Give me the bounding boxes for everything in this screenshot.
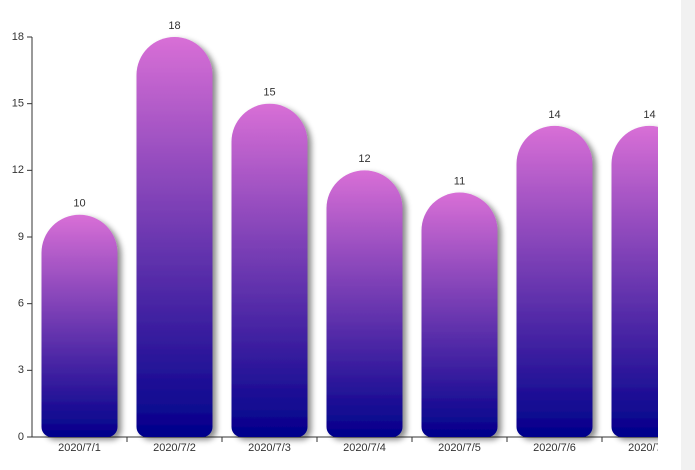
- y-tick-label: 3: [18, 364, 24, 376]
- x-tick-label: 2020/7/3: [248, 442, 291, 454]
- value-label: 12: [358, 153, 370, 165]
- bar: [136, 37, 213, 437]
- y-tick-label: 18: [12, 31, 24, 43]
- value-label: 11: [454, 175, 465, 187]
- value-label: 10: [73, 198, 85, 210]
- value-label: 14: [643, 109, 655, 121]
- bar: [611, 125, 658, 437]
- bar: [231, 103, 308, 438]
- x-tick-label: 2020/7/2: [153, 442, 196, 454]
- bar: [421, 192, 498, 437]
- scrollbar[interactable]: [681, 0, 695, 470]
- y-tick-label: 12: [12, 164, 24, 176]
- y-tick-label: 0: [18, 431, 24, 443]
- x-tick-label: 2020/7/7: [628, 442, 658, 454]
- y-tick-label: 6: [18, 298, 24, 310]
- chart: 0 3 6 9 12 15 18 2020/7/1 10 2020/7/2 18 2020/7/3 15…: [12, 20, 658, 454]
- bar: [326, 170, 403, 437]
- x-tick-label: 2020/7/1: [58, 442, 101, 454]
- value-label: 18: [168, 20, 180, 32]
- x-tick-label: 2020/7/4: [343, 442, 386, 454]
- value-label: 15: [263, 87, 275, 99]
- value-label: 14: [548, 109, 560, 121]
- y-tick-label: 15: [12, 98, 24, 110]
- bar: [41, 214, 118, 437]
- x-tick-label: 2020/7/6: [533, 442, 576, 454]
- y-tick-label: 9: [18, 231, 24, 243]
- x-tick-label: 2020/7/5: [438, 442, 481, 454]
- bar: [516, 125, 593, 437]
